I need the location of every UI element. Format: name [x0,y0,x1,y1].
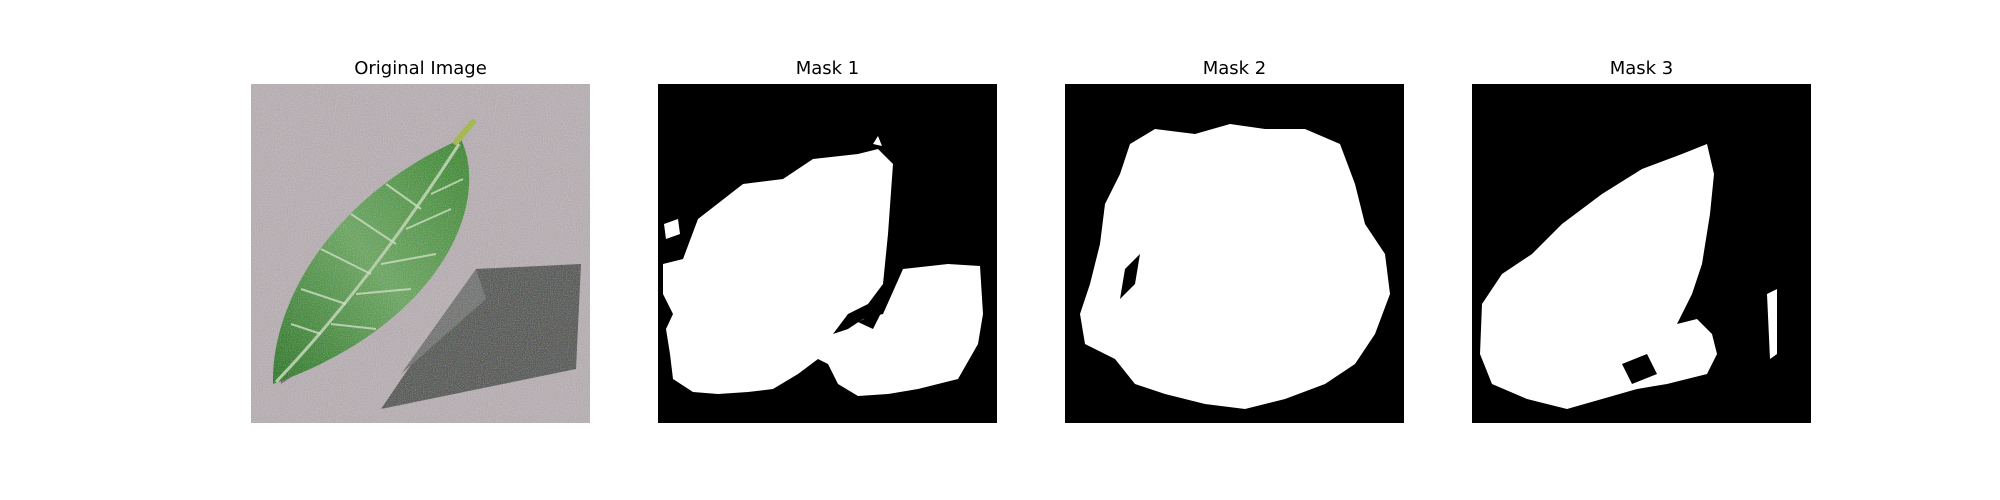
mask-1-image [658,84,997,423]
panel-title: Mask 2 [1202,58,1267,79]
panel-title: Mask 1 [795,58,860,79]
mask-2-image [1065,84,1404,423]
panel-original-image: Original Image [251,0,590,500]
panel-mask-3: Mask 3 [1472,0,1811,500]
panel-mask-2: Mask 2 [1065,0,1404,500]
panel-title: Original Image [354,58,487,79]
panel-mask-1: Mask 1 [658,0,997,500]
mask-3-image [1472,84,1811,423]
original-image [251,84,590,423]
panel-title: Mask 3 [1609,58,1674,79]
